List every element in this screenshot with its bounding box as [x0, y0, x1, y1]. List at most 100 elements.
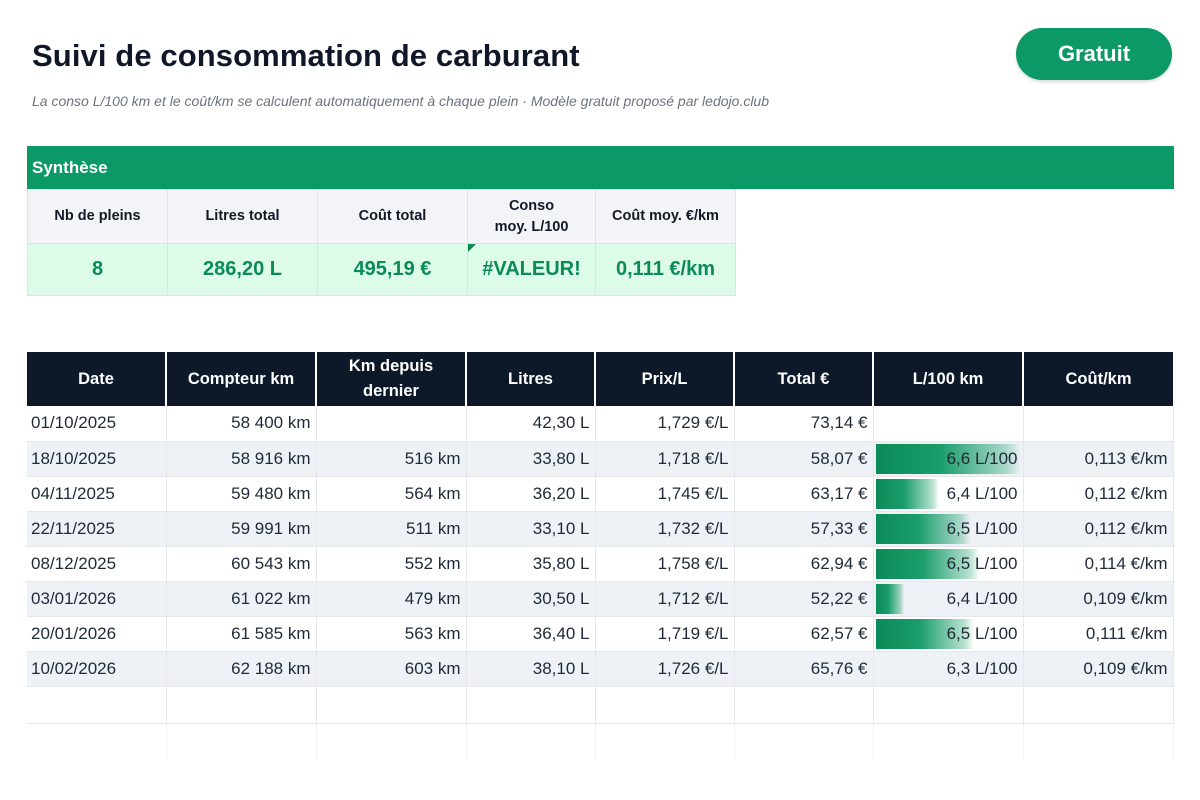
- cell-compteur[interactable]: 58 400 km: [166, 406, 317, 442]
- synthese-value-cout-moy[interactable]: 0,111 €/km: [595, 243, 736, 296]
- cell-compteur[interactable]: 60 543 km: [166, 546, 317, 582]
- cell-cout-km[interactable]: 0,112 €/km: [1023, 476, 1174, 512]
- empty-cell[interactable]: [873, 686, 1024, 724]
- cell-l100[interactable]: 6,5 L/100: [873, 546, 1024, 582]
- col-header-compteur[interactable]: Compteur km: [166, 352, 317, 406]
- col-header-total[interactable]: Total €: [734, 352, 874, 406]
- cell-prix[interactable]: 1,729 €/L: [595, 406, 735, 442]
- cell-prix[interactable]: 1,726 €/L: [595, 651, 735, 687]
- l100-value: 6,3 L/100: [946, 658, 1018, 678]
- cell-km-depuis[interactable]: 563 km: [316, 616, 467, 652]
- cell-prix[interactable]: 1,745 €/L: [595, 476, 735, 512]
- synthese-value-conso-moy[interactable]: #VALEUR!: [467, 243, 596, 296]
- cell-total[interactable]: 58,07 €: [734, 441, 874, 477]
- cell-total[interactable]: 65,76 €: [734, 651, 874, 687]
- empty-cell[interactable]: [27, 686, 167, 724]
- empty-cell[interactable]: [595, 686, 735, 724]
- empty-cell[interactable]: [734, 723, 874, 760]
- cell-l100[interactable]: [873, 406, 1024, 442]
- cell-km-depuis[interactable]: 511 km: [316, 511, 467, 547]
- empty-cell[interactable]: [1023, 686, 1174, 724]
- databar: [875, 548, 981, 579]
- cell-date[interactable]: 10/02/2026: [27, 651, 167, 687]
- cell-total[interactable]: 62,57 €: [734, 616, 874, 652]
- cell-prix[interactable]: 1,732 €/L: [595, 511, 735, 547]
- empty-cell[interactable]: [27, 723, 167, 760]
- empty-cell[interactable]: [316, 723, 467, 760]
- cell-cout-km[interactable]: 0,113 €/km: [1023, 441, 1174, 477]
- col-header-cout-km[interactable]: Coût/km: [1023, 352, 1173, 406]
- synthese-value-cout-total[interactable]: 495,19 €: [317, 243, 468, 296]
- cell-km-depuis[interactable]: 603 km: [316, 651, 467, 687]
- cell-litres[interactable]: 33,80 L: [466, 441, 596, 477]
- cell-litres[interactable]: 35,80 L: [466, 546, 596, 582]
- cell-km-depuis[interactable]: 552 km: [316, 546, 467, 582]
- cell-cout-km[interactable]: 0,111 €/km: [1023, 616, 1174, 652]
- cell-l100[interactable]: 6,3 L/100: [873, 651, 1024, 687]
- col-header-litres[interactable]: Litres: [466, 352, 596, 406]
- cell-litres[interactable]: 33,10 L: [466, 511, 596, 547]
- cell-l100[interactable]: 6,6 L/100: [873, 441, 1024, 477]
- cell-compteur[interactable]: 59 991 km: [166, 511, 317, 547]
- cell-prix[interactable]: 1,758 €/L: [595, 546, 735, 582]
- cell-date[interactable]: 18/10/2025: [27, 441, 167, 477]
- cell-l100[interactable]: 6,5 L/100: [873, 616, 1024, 652]
- cell-date[interactable]: 08/12/2025: [27, 546, 167, 582]
- cell-total[interactable]: 52,22 €: [734, 581, 874, 617]
- empty-cell[interactable]: [166, 686, 317, 724]
- cell-total[interactable]: 63,17 €: [734, 476, 874, 512]
- col-header-prix[interactable]: Prix/L: [595, 352, 735, 406]
- cell-l100[interactable]: 6,4 L/100: [873, 581, 1024, 617]
- cell-cout-km[interactable]: 0,109 €/km: [1023, 651, 1174, 687]
- empty-cell[interactable]: [166, 723, 317, 760]
- cell-l100[interactable]: 6,4 L/100: [873, 476, 1024, 512]
- col-header-date[interactable]: Date: [27, 352, 167, 406]
- synthese-value-nb-pleins[interactable]: 8: [27, 243, 168, 296]
- empty-cell[interactable]: [316, 686, 467, 724]
- cell-cout-km[interactable]: [1023, 406, 1174, 442]
- cell-cout-km[interactable]: 0,109 €/km: [1023, 581, 1174, 617]
- cell-prix[interactable]: 1,712 €/L: [595, 581, 735, 617]
- cell-compteur[interactable]: 61 022 km: [166, 581, 317, 617]
- cell-date[interactable]: 22/11/2025: [27, 511, 167, 547]
- cell-cout-km[interactable]: 0,112 €/km: [1023, 511, 1174, 547]
- empty-cell[interactable]: [734, 686, 874, 724]
- cell-compteur[interactable]: 59 480 km: [166, 476, 317, 512]
- cell-compteur[interactable]: 58 916 km: [166, 441, 317, 477]
- cell-total[interactable]: 73,14 €: [734, 406, 874, 442]
- cell-km-depuis[interactable]: 479 km: [316, 581, 467, 617]
- cell-litres[interactable]: 38,10 L: [466, 651, 596, 687]
- cell-date[interactable]: 03/01/2026: [27, 581, 167, 617]
- cell-date[interactable]: 04/11/2025: [27, 476, 167, 512]
- cell-compteur[interactable]: 61 585 km: [166, 616, 317, 652]
- col-header-l100[interactable]: L/100 km: [873, 352, 1024, 406]
- table-row: 10/02/2026 62 188 km 603 km 38,10 L 1,726 €/…: [27, 651, 1174, 687]
- cell-cout-km[interactable]: 0,114 €/km: [1023, 546, 1174, 582]
- empty-cell[interactable]: [873, 723, 1024, 760]
- empty-cell[interactable]: [1023, 723, 1174, 760]
- empty-cell[interactable]: [466, 723, 596, 760]
- cell-prix[interactable]: 1,718 €/L: [595, 441, 735, 477]
- cell-compteur[interactable]: 62 188 km: [166, 651, 317, 687]
- cell-date[interactable]: 20/01/2026: [27, 616, 167, 652]
- free-badge[interactable]: Gratuit: [1016, 28, 1172, 80]
- cell-prix[interactable]: 1,719 €/L: [595, 616, 735, 652]
- cell-km-depuis[interactable]: 564 km: [316, 476, 467, 512]
- cell-total[interactable]: 62,94 €: [734, 546, 874, 582]
- cell-litres[interactable]: 30,50 L: [466, 581, 596, 617]
- empty-cell[interactable]: [466, 686, 596, 724]
- page-title: Suivi de consommation de carburant: [32, 38, 580, 73]
- cell-litres[interactable]: 42,30 L: [466, 406, 596, 442]
- synthese-value-litres-total[interactable]: 286,20 L: [167, 243, 318, 296]
- cell-km-depuis[interactable]: [316, 406, 467, 442]
- l100-value: 6,5 L/100: [946, 623, 1018, 643]
- cell-date[interactable]: 01/10/2025: [27, 406, 167, 442]
- cell-litres[interactable]: 36,20 L: [466, 476, 596, 512]
- cell-km-depuis[interactable]: 516 km: [316, 441, 467, 477]
- cell-litres[interactable]: 36,40 L: [466, 616, 596, 652]
- col-header-km-depuis[interactable]: Km depuis dernier: [316, 352, 467, 406]
- cell-l100[interactable]: 6,5 L/100: [873, 511, 1024, 547]
- cell-total[interactable]: 57,33 €: [734, 511, 874, 547]
- databar: [875, 478, 939, 509]
- empty-cell[interactable]: [595, 723, 735, 760]
